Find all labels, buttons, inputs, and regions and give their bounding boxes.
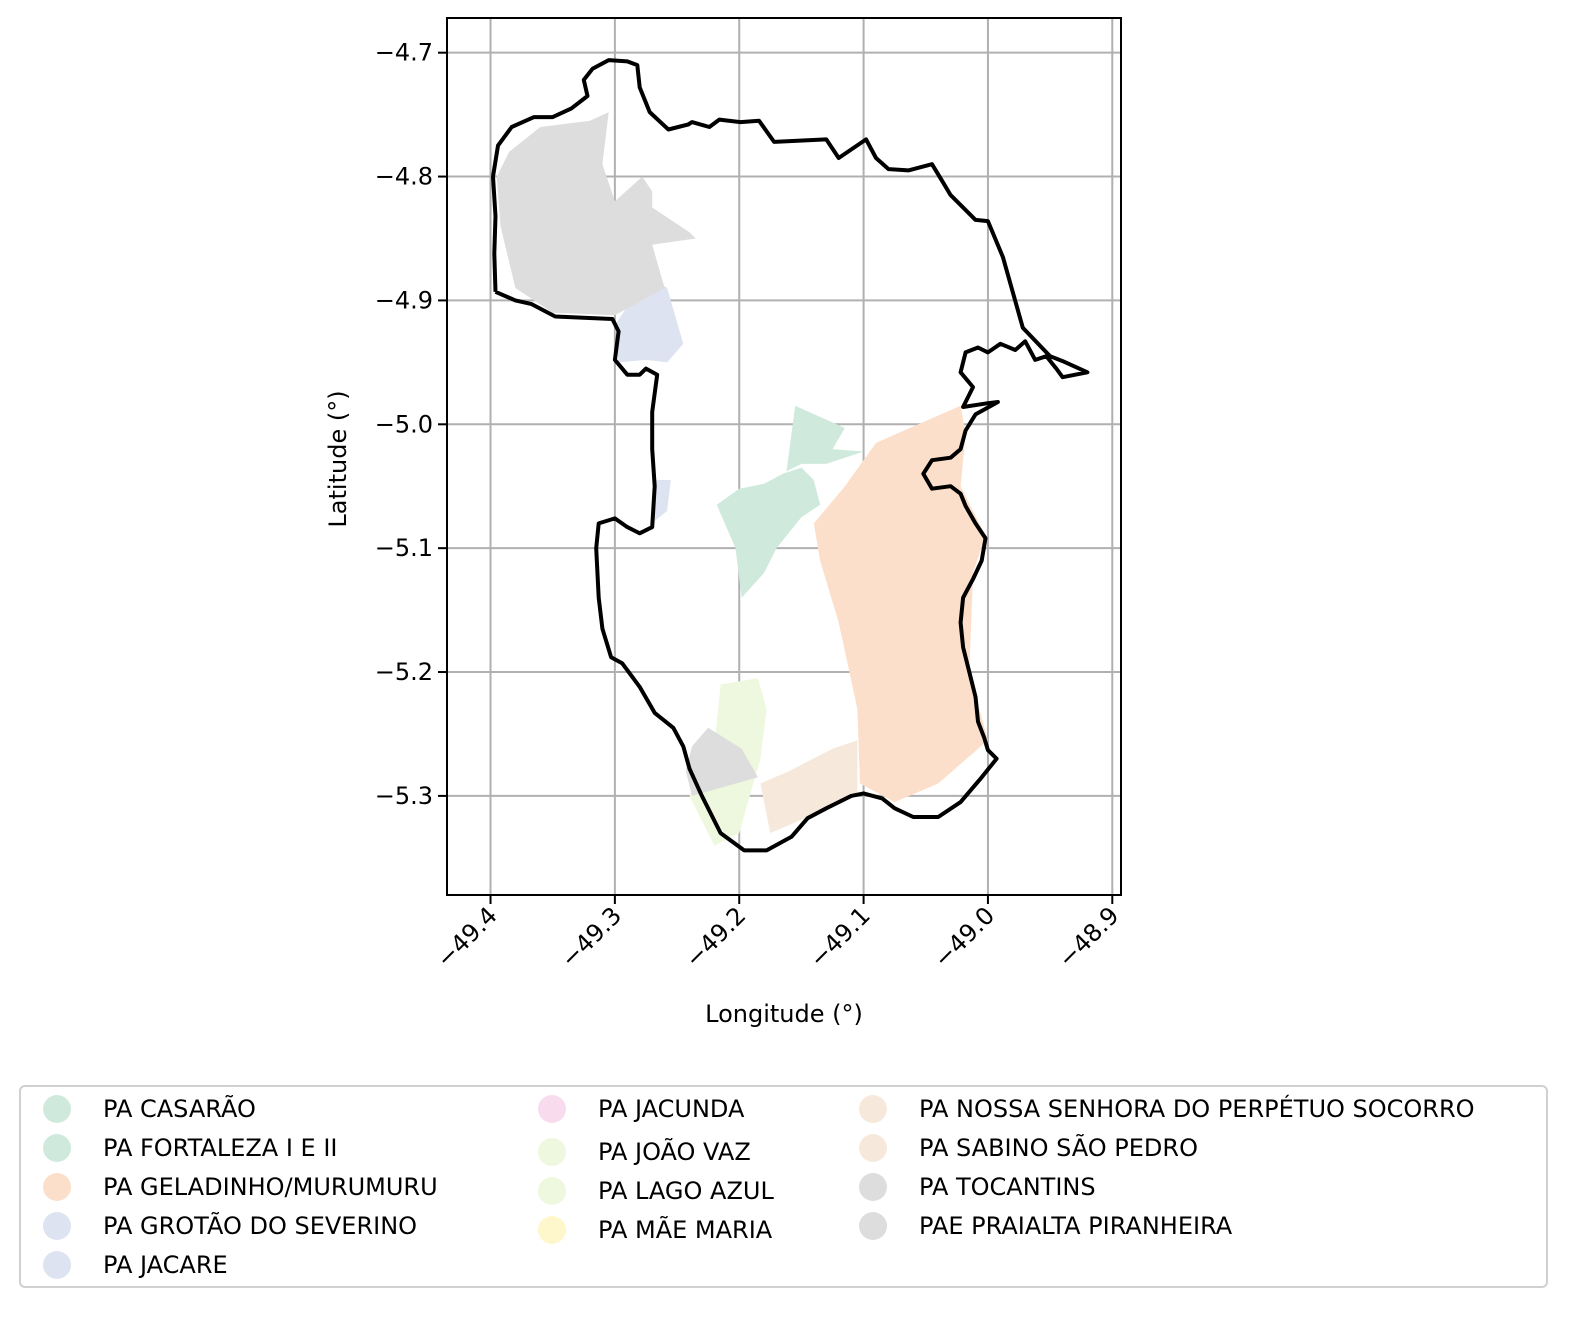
legend-label: PA CASARÃO <box>103 1095 256 1123</box>
legend-item: PA LAGO AZUL <box>538 1173 774 1209</box>
y-tick-label: −4.8 <box>375 163 433 191</box>
legend-label: PA FORTALEZA I E II <box>103 1134 338 1162</box>
legend-marker <box>43 1173 71 1201</box>
y-tick-label: −4.7 <box>375 39 433 67</box>
y-tick-label: −5.0 <box>375 410 433 438</box>
region-pa-jacare <box>654 480 671 521</box>
region-pa-sabino-sao-pedro <box>760 740 858 834</box>
legend-item: PA CASARÃO <box>43 1091 256 1127</box>
legend-item: PA TOCANTINS <box>859 1169 1096 1205</box>
region-pa-fortaleza-i-e-ii <box>716 467 821 598</box>
x-tick-label: −49.2 <box>680 901 752 973</box>
legend-item: PA JOÃO VAZ <box>538 1134 751 1170</box>
boundary-line <box>491 58 1090 853</box>
legend-marker <box>859 1212 887 1240</box>
legend: PA CASARÃO PA FORTALEZA I E II PA GELADINH… <box>19 1085 1548 1288</box>
x-tick-label: −49.3 <box>555 901 627 973</box>
legend-label: PA GROTÃO DO SEVERINO <box>103 1212 418 1240</box>
legend-marker <box>859 1095 887 1123</box>
legend-item: PAE PRAIALTA PIRANHEIRA <box>859 1208 1232 1244</box>
x-tick-label: −49.1 <box>804 901 876 973</box>
legend-label: PA TOCANTINS <box>919 1173 1096 1201</box>
x-axis-label: Longitude (°) <box>705 1000 863 1028</box>
region-polygons <box>496 112 988 846</box>
legend-marker <box>43 1095 71 1123</box>
legend-marker <box>43 1212 71 1240</box>
legend-label: PA NOSSA SENHORA DO PERPÉTUO SOCORRO <box>919 1095 1475 1123</box>
legend-marker <box>859 1173 887 1201</box>
legend-marker <box>538 1216 566 1244</box>
x-tick-label: −48.9 <box>1053 901 1125 973</box>
legend-item: PA JACARE <box>43 1247 228 1283</box>
legend-label: PA JACARE <box>103 1251 228 1279</box>
legend-label: PA LAGO AZUL <box>598 1177 774 1205</box>
legend-label: PAE PRAIALTA PIRANHEIRA <box>919 1212 1233 1240</box>
legend-marker <box>538 1138 566 1166</box>
legend-marker <box>538 1095 566 1123</box>
legend-marker <box>859 1134 887 1162</box>
region-pae-praialta-piranheira <box>496 112 696 316</box>
y-axis-ticks: −4.7 −4.8 −4.9 −5.0 −5.1 −5.2 −5.3 <box>375 39 447 810</box>
region-pa-geladinho-murumuru <box>813 405 988 803</box>
x-axis-ticks: −49.4 −49.3 −49.2 −49.1 −49.0 −48.9 <box>431 895 1125 973</box>
axes-frame <box>446 17 1122 896</box>
legend-marker <box>43 1134 71 1162</box>
x-tick-label: −49.4 <box>431 901 503 973</box>
y-tick-label: −5.3 <box>375 782 433 810</box>
region-pa-grotao-do-severino <box>614 275 684 363</box>
legend-label: PA JOÃO VAZ <box>598 1138 751 1166</box>
y-tick-label: −5.1 <box>375 534 433 562</box>
legend-marker <box>538 1177 566 1205</box>
legend-item: PA GELADINHO/MURUMURU <box>43 1169 438 1205</box>
legend-label: PA GELADINHO/MURUMURU <box>103 1173 438 1201</box>
region-pa-tocantins <box>685 727 758 796</box>
legend-item: PA JACUNDA <box>538 1091 744 1127</box>
y-tick-label: −4.9 <box>375 286 433 314</box>
legend-item: PA SABINO SÃO PEDRO <box>859 1130 1198 1166</box>
municipality-boundary <box>491 58 1090 853</box>
y-tick-label: −5.2 <box>375 658 433 686</box>
legend-label: PA MÃE MARIA <box>598 1216 773 1244</box>
legend-item: PA MÃE MARIA <box>538 1212 772 1248</box>
x-tick-label: −49.0 <box>928 901 1000 973</box>
legend-marker <box>43 1251 71 1279</box>
legend-item: PA FORTALEZA I E II <box>43 1130 338 1166</box>
legend-label: PA SABINO SÃO PEDRO <box>919 1134 1198 1162</box>
region-pa-casarao <box>786 405 864 472</box>
y-axis-label: Latitude (°) <box>324 390 352 527</box>
legend-label: PA JACUNDA <box>598 1095 745 1123</box>
legend-item: PA NOSSA SENHORA DO PERPÉTUO SOCORRO <box>859 1091 1475 1127</box>
legend-item: PA GROTÃO DO SEVERINO <box>43 1208 417 1244</box>
